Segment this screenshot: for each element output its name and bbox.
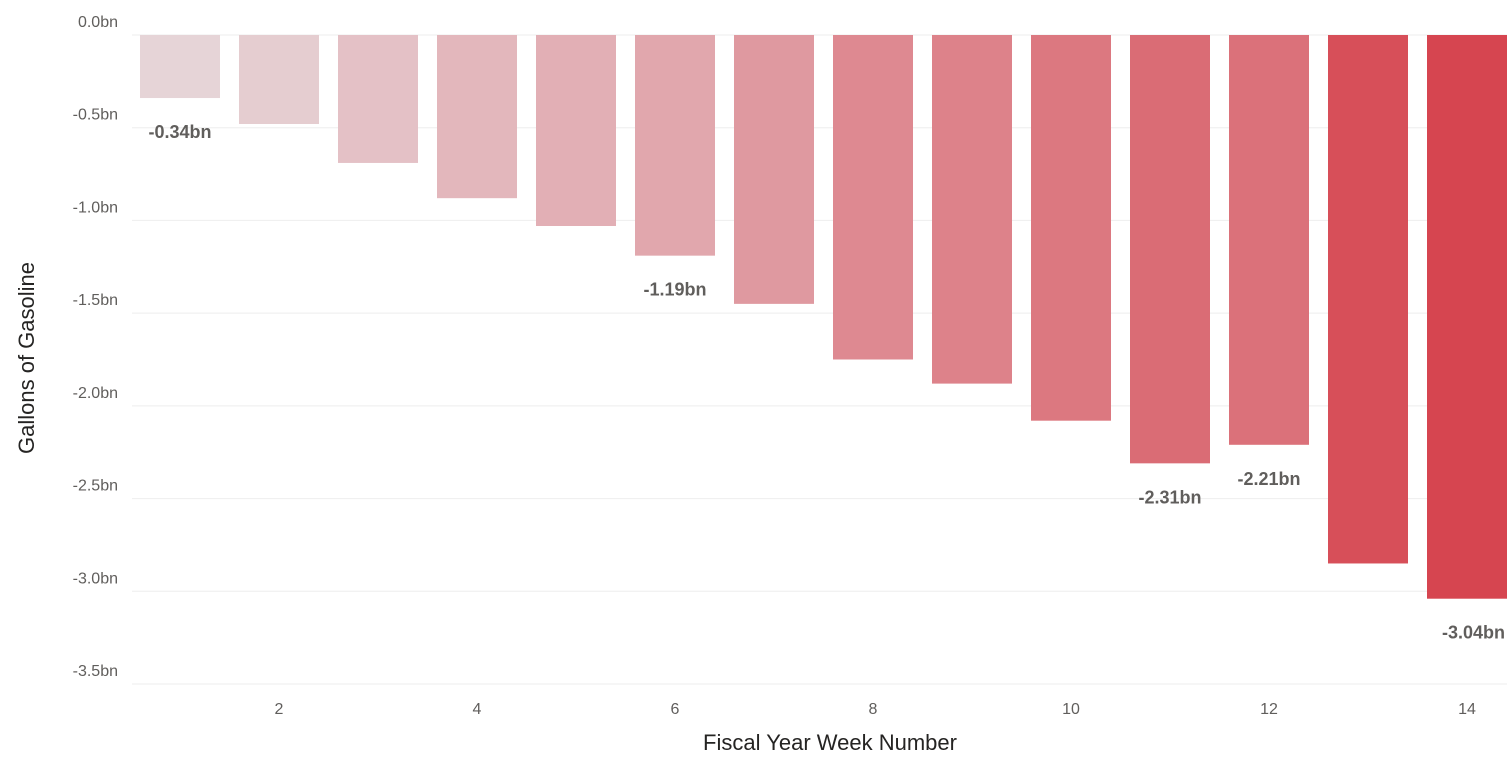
bars: [140, 35, 1507, 599]
bar-week-11: [1130, 35, 1210, 464]
y-tick-label: -0.5bn: [73, 107, 118, 124]
y-tick-label: -3.5bn: [73, 663, 118, 680]
bar-week-9: [932, 35, 1012, 384]
bar-week-12: [1229, 35, 1309, 445]
y-tick-label: 0.0bn: [78, 14, 118, 31]
x-axis-ticks: 2 4 6 8 10 12 14: [275, 701, 1476, 718]
y-tick-label: -2.0bn: [73, 385, 118, 402]
data-label-week-6: -1.19bn: [643, 280, 706, 300]
x-tick-label: 12: [1260, 701, 1278, 718]
y-tick-label: -3.0bn: [73, 570, 118, 587]
x-tick-label: 10: [1062, 701, 1080, 718]
bar-week-10: [1031, 35, 1111, 421]
data-labels: -0.34bn -1.19bn -2.31bn -2.21bn -3.04bn: [148, 122, 1505, 643]
data-label-week-1: -0.34bn: [148, 122, 211, 142]
bar-week-2: [239, 35, 319, 125]
bar-week-5: [536, 35, 616, 226]
bar-week-1: [140, 35, 220, 99]
y-axis-title: Gallons of Gasoline: [14, 262, 39, 454]
y-axis-ticks: 0.0bn -0.5bn -1.0bn -1.5bn -2.0bn -2.5bn -3.0b…: [73, 14, 118, 680]
x-tick-label: 6: [671, 701, 680, 718]
x-tick-label: 4: [473, 701, 482, 718]
bar-week-4: [437, 35, 517, 199]
bar-week-14: [1427, 35, 1507, 599]
data-label-week-11: -2.31bn: [1138, 487, 1201, 507]
y-tick-label: -1.0bn: [73, 199, 118, 216]
x-tick-label: 8: [869, 701, 878, 718]
bar-week-8: [833, 35, 913, 360]
x-axis-title: Fiscal Year Week Number: [703, 730, 957, 755]
x-tick-label: 14: [1458, 701, 1476, 718]
x-tick-label: 2: [275, 701, 284, 718]
y-tick-label: -1.5bn: [73, 292, 118, 309]
bar-week-7: [734, 35, 814, 304]
y-tick-label: -2.5bn: [73, 478, 118, 495]
bar-week-13: [1328, 35, 1408, 564]
data-label-week-14: -3.04bn: [1442, 623, 1505, 643]
bar-week-6: [635, 35, 715, 256]
data-label-week-12: -2.21bn: [1237, 469, 1300, 489]
bar-week-3: [338, 35, 418, 163]
